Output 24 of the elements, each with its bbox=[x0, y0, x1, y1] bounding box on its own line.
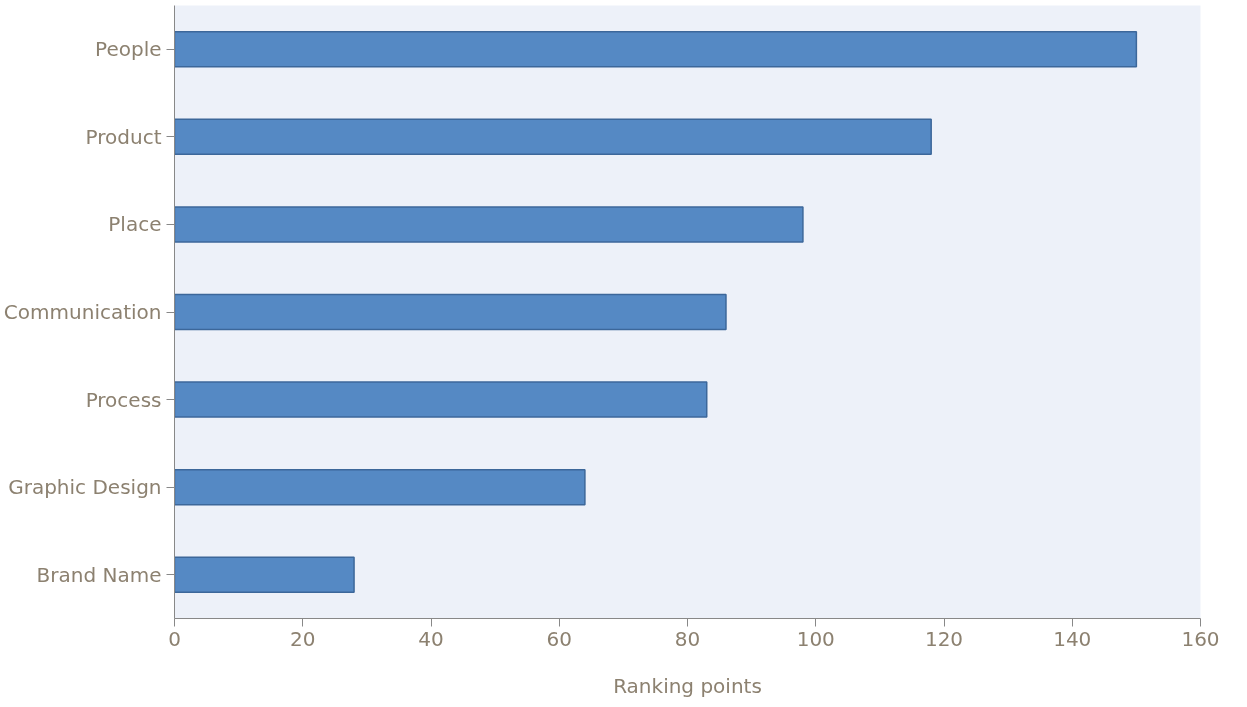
y-tick-label: Process bbox=[85, 387, 162, 412]
y-tick-label: Brand Name bbox=[36, 562, 162, 587]
bar bbox=[174, 293, 727, 331]
x-tick-label: 0 bbox=[168, 626, 181, 651]
x-tick-label: 160 bbox=[1181, 626, 1220, 651]
bar bbox=[174, 118, 932, 156]
x-axis-title: Ranking points bbox=[613, 673, 762, 698]
x-tick-label: 40 bbox=[418, 626, 444, 651]
bar bbox=[174, 31, 1138, 68]
x-tick-label: 80 bbox=[674, 626, 701, 651]
x-tick-label: 20 bbox=[290, 626, 316, 651]
bar bbox=[174, 381, 708, 418]
bar bbox=[174, 206, 804, 243]
bar bbox=[174, 468, 586, 506]
y-tick-label: Place bbox=[108, 212, 162, 237]
y-tick-label: Graphic Design bbox=[8, 475, 162, 500]
x-tick-label: 140 bbox=[1053, 626, 1092, 651]
y-tick-label: Product bbox=[85, 124, 162, 149]
y-tick-label: Communication bbox=[3, 300, 162, 324]
x-tick-label: 60 bbox=[546, 626, 572, 651]
x-tick-label: 120 bbox=[924, 626, 964, 651]
y-tick-label: People bbox=[95, 37, 162, 62]
bar bbox=[174, 556, 355, 593]
x-tick-label: 100 bbox=[796, 626, 835, 651]
